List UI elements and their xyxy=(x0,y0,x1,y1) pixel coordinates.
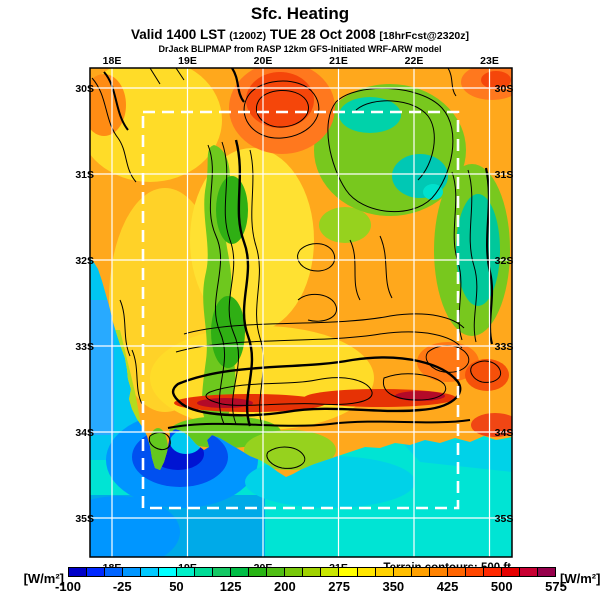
colorbar-segment xyxy=(447,568,466,576)
colorbar-units-left: [W/m²] xyxy=(23,571,64,586)
colorbar-segment xyxy=(87,568,106,576)
plot-title: Sfc. Heating xyxy=(250,4,350,23)
lat-label-right: 30S xyxy=(495,83,514,95)
colorbar-segment xyxy=(177,568,196,576)
colorbar-segment xyxy=(213,568,232,576)
lat-label-left: 31S xyxy=(75,169,94,181)
model-attribution: DrJack BLIPMAP from RASP 12km GFS-Initia… xyxy=(158,44,442,55)
colorbar-segment xyxy=(501,568,520,576)
colorbar-segment xyxy=(141,568,160,576)
colorbar-tick: 425 xyxy=(436,579,459,594)
colorbar-segment xyxy=(159,568,178,576)
title-block: Sfc. Heating Valid 1400 LST (1200Z) TUE … xyxy=(0,4,600,54)
colorbar-segment xyxy=(321,568,340,576)
map-border xyxy=(89,67,513,558)
colorbar-segment xyxy=(69,568,88,576)
colorbar-segment xyxy=(411,568,430,576)
colorbar-tick: -25 xyxy=(112,579,132,594)
lon-label-top: 22E xyxy=(405,55,424,67)
latlon-grid xyxy=(90,68,512,557)
colorbar-segment xyxy=(357,568,376,576)
colorbar-tick: 50 xyxy=(169,579,184,594)
lat-label-right: 32S xyxy=(495,255,514,267)
map-fill-layers xyxy=(90,68,512,557)
colorbar-segment xyxy=(483,568,502,576)
lat-label-left: 35S xyxy=(75,513,94,525)
colorbar-segment xyxy=(231,568,250,576)
colorbar-segment xyxy=(429,568,448,576)
lat-label-right: 35S xyxy=(495,513,514,525)
colorbar-tick: -100 xyxy=(54,579,82,594)
lat-label-left: 34S xyxy=(75,427,94,439)
colorbar-units-right: [W/m²] xyxy=(560,571,600,586)
lat-label-left: 32S xyxy=(75,255,94,267)
colorbar-segment xyxy=(105,568,124,576)
colorbar-tick: 275 xyxy=(328,579,350,594)
colorbar-segment xyxy=(519,568,538,576)
lat-label-left: 33S xyxy=(75,341,94,353)
colorbar-segment xyxy=(339,568,358,576)
colorbar-segment xyxy=(393,568,412,576)
lat-label-left: 30S xyxy=(75,83,94,95)
colorbar-segment xyxy=(195,568,214,576)
colorbar-tick: 575 xyxy=(545,579,567,594)
lat-label-right: 33S xyxy=(495,341,514,353)
lon-label-top: 23E xyxy=(480,55,499,67)
colorbar-segment xyxy=(465,568,484,576)
nest-domain-box xyxy=(141,110,460,510)
colorbar-segment xyxy=(267,568,286,576)
forecast-info: [18hrFcst@2320z] xyxy=(379,29,470,42)
colorbar xyxy=(68,567,556,577)
colorbar-tick: 350 xyxy=(382,579,405,594)
zulu-time: (1200Z) xyxy=(229,29,267,42)
colorbar-tick: 500 xyxy=(490,579,513,594)
colorbar-segment xyxy=(285,568,304,576)
plot-subtitle: Valid 1400 LST (1200Z) TUE 28 Oct 2008 [… xyxy=(0,27,600,43)
colorbar-segment xyxy=(303,568,322,576)
valid-date: TUE 28 Oct 2008 xyxy=(269,26,376,42)
colorbar-segment xyxy=(123,568,142,576)
lat-label-right: 31S xyxy=(495,169,514,181)
colorbar-tick: 125 xyxy=(219,579,242,594)
lat-label-right: 34S xyxy=(495,427,514,439)
lon-label-top: 21E xyxy=(329,55,348,67)
colorbar-segment xyxy=(249,568,268,576)
colorbar-tick: 200 xyxy=(274,579,296,594)
valid-time: Valid 1400 LST xyxy=(130,26,226,42)
lon-label-top: 18E xyxy=(103,55,122,67)
lon-label-top: 20E xyxy=(254,55,273,67)
colorbar-segment xyxy=(375,568,394,576)
lon-label-top: 19E xyxy=(178,55,197,67)
colorbar-tick-labels: -100 -25 50 125 200 275 350 425 500 575 xyxy=(55,579,567,594)
colorbar-segment xyxy=(537,568,555,576)
